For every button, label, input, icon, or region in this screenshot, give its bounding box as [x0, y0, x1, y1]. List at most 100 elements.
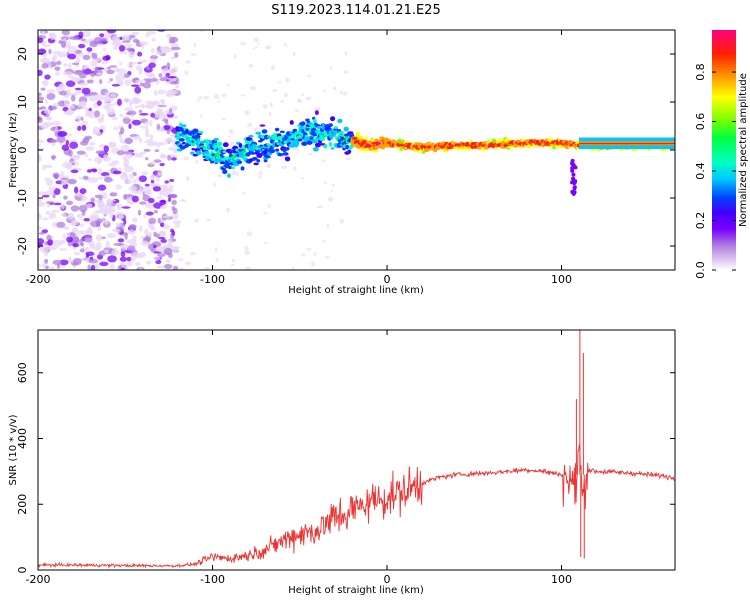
spectrogram-cell: [120, 127, 125, 135]
spectrogram-cell: [130, 31, 140, 36]
y-tick-label: 600: [16, 362, 29, 383]
spectrogram-cell: [132, 235, 137, 242]
spectrogram-cell: [92, 57, 101, 62]
spectrogram-cell: [313, 252, 317, 256]
spectrogram-cell: [66, 236, 73, 243]
spectrogram-cell: [44, 98, 48, 104]
spectrogram-cell: [140, 125, 149, 129]
spectrogram-cell: [132, 252, 142, 257]
spectrogram-cell: [38, 263, 42, 268]
spectrogram-cell: [137, 51, 143, 57]
spectrogram-cell: [87, 109, 95, 117]
spectrogram-cell: [70, 219, 79, 226]
spectrogram-cell: [125, 48, 136, 51]
spectrogram-cell: [80, 242, 85, 247]
spectrogram-cell: [138, 68, 143, 75]
spectrogram-cell: [60, 170, 64, 177]
spectrogram-cell: [258, 171, 263, 176]
spectrogram-cell: [159, 162, 165, 167]
spectrogram-cell: [169, 178, 175, 183]
spectrogram-cell: [371, 141, 376, 145]
spectrogram-cell: [83, 218, 91, 222]
spectrogram-cell: [231, 258, 235, 263]
spectrogram-cell: [248, 122, 252, 127]
spectrogram-cell: [101, 96, 106, 101]
spectrogram-cell: [116, 150, 125, 156]
spectrogram-cell: [46, 92, 56, 100]
spectrogram-cell: [316, 205, 323, 209]
spectrogram-cell: [54, 125, 59, 132]
spectrogram-cell: [305, 96, 312, 101]
spectrogram-cell: [87, 52, 92, 55]
spectrogram-cell: [168, 197, 172, 202]
spectrogram-cell: [96, 167, 102, 175]
spectrogram-cell: [282, 152, 289, 156]
spectrogram-cell: [120, 267, 126, 270]
spectrogram-cell: [125, 112, 134, 116]
spectrogram-cell: [254, 46, 259, 49]
spectrogram-cell: [329, 112, 332, 116]
spectrogram-cell: [570, 189, 575, 194]
spectrogram-cell: [278, 81, 282, 84]
spectrogram-cell: [146, 260, 152, 265]
spectrogram-cell: [63, 195, 68, 200]
spectrogram-cell: [41, 62, 49, 69]
spectrogram-cell: [215, 258, 219, 263]
spectrogram-cell: [77, 125, 82, 131]
spectrogram-cell: [219, 161, 226, 165]
spectrogram-cell: [123, 165, 134, 173]
spectrogram-cell: [206, 218, 211, 222]
spectrogram-cell: [130, 84, 140, 88]
spectrogram-cell: [171, 199, 177, 206]
spectrogram-cell: [253, 38, 259, 43]
spectrogram-cell: [172, 139, 177, 147]
spectrogram-cell: [90, 60, 98, 67]
spectrogram-cell: [321, 159, 326, 163]
spectrogram-cell: [143, 78, 153, 81]
colorbar-tick-label: 0.4: [694, 162, 707, 180]
spectrogram-cell: [156, 233, 160, 239]
spectrogram-cell: [125, 115, 130, 119]
colorbar-ticks: 0.0 0.2 0.4 0.6 0.8: [694, 63, 736, 279]
spectrogram-cell: [67, 212, 75, 220]
spectrogram-cell: [66, 88, 71, 96]
spectrogram-cell: [123, 193, 127, 200]
spectrogram-cell: [143, 148, 151, 152]
x-tick-label: -200: [26, 273, 51, 286]
spectrogram-cell: [63, 111, 74, 116]
spectrogram-cell: [113, 126, 118, 131]
spectrogram-cell: [312, 146, 319, 152]
spectrogram-cell: [148, 73, 156, 79]
spectrogram-cell: [165, 259, 171, 264]
spectrogram-cell: [52, 172, 60, 179]
spectrogram-cell: [97, 184, 107, 191]
spectrogram-cell: [171, 115, 179, 119]
spectrogram-cell: [141, 43, 145, 49]
spectrogram-cell: [157, 114, 166, 120]
spectrogram-cell: [169, 186, 174, 193]
spectrogram-cell: [213, 181, 216, 187]
spectrogram-cell: [123, 50, 127, 55]
spectrogram-cell: [48, 48, 52, 55]
spectrogram-cell: [67, 53, 77, 60]
spectrogram-cell: [52, 239, 62, 247]
spectrogram-cell: [139, 82, 145, 87]
spectrogram-cell: [132, 217, 138, 223]
spectrogram-cell: [145, 157, 149, 161]
spectrogram-cell: [372, 149, 379, 153]
snr-frame: [37, 329, 676, 571]
spectrogram-cell: [266, 163, 271, 169]
spectrogram-cell: [92, 126, 100, 132]
spectrogram-cell: [93, 156, 103, 164]
spectrogram-cell: [309, 136, 314, 140]
spectrogram-cell: [289, 120, 294, 125]
spectrogram-cell: [68, 133, 72, 137]
spectrogram-cell: [175, 85, 180, 89]
spectrogram-cell: [78, 204, 88, 213]
spectrogram-cell: [59, 259, 69, 266]
spectrogram-cell: [117, 214, 125, 220]
spectrogram-cell: [99, 79, 103, 84]
spectrogram-cell: [146, 142, 156, 147]
spectrogram-cell: [134, 105, 138, 109]
x-tick-label: 0: [384, 273, 391, 286]
